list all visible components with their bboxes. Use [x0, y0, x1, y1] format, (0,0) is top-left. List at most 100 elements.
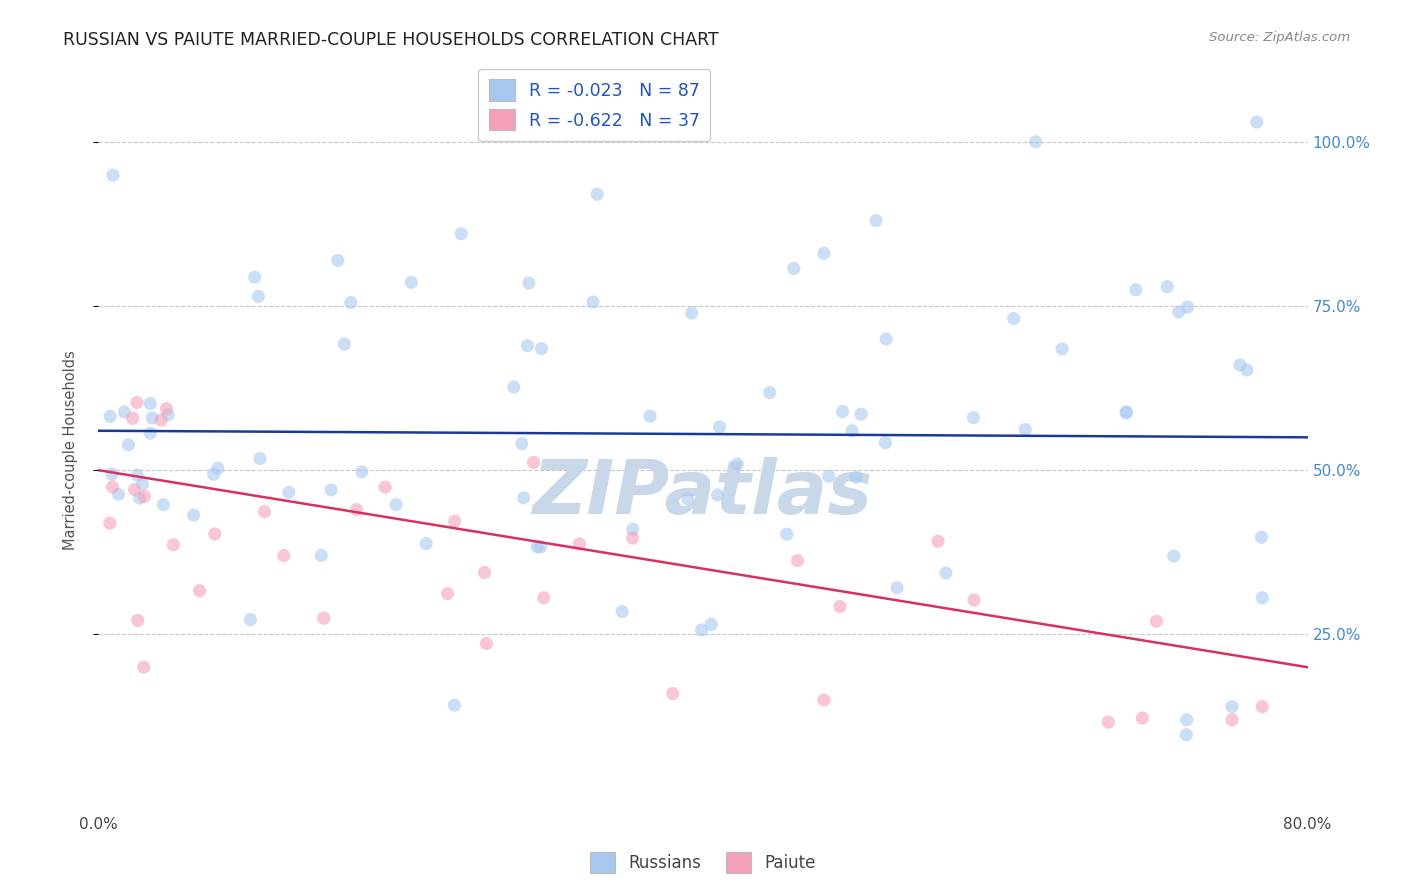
Point — [1250, 530, 1272, 544]
Point — [309, 549, 332, 563]
Point — [157, 408, 180, 422]
Point — [127, 468, 149, 483]
Point — [962, 410, 984, 425]
Point — [401, 276, 423, 290]
Point — [385, 498, 408, 512]
Point — [415, 536, 437, 550]
Point — [128, 491, 150, 505]
Point — [350, 465, 373, 479]
Point — [865, 213, 887, 227]
Point — [676, 491, 699, 506]
Point — [436, 587, 458, 601]
Point — [162, 538, 184, 552]
Point — [101, 480, 124, 494]
Y-axis label: Married-couple Households: Married-couple Households — [63, 351, 77, 550]
Point — [610, 605, 633, 619]
Point — [1146, 614, 1168, 628]
Point — [845, 470, 868, 484]
Point — [107, 487, 129, 501]
Point — [510, 436, 533, 450]
Point — [1156, 279, 1178, 293]
Point — [758, 385, 780, 400]
Point — [516, 339, 538, 353]
Point — [849, 407, 872, 421]
Point — [1220, 713, 1243, 727]
Point — [681, 306, 703, 320]
Point — [1024, 135, 1046, 149]
Point — [725, 457, 748, 471]
Point — [661, 686, 683, 700]
Point — [786, 553, 808, 567]
Point — [935, 566, 957, 580]
Point — [243, 270, 266, 285]
Point — [253, 505, 276, 519]
Point — [132, 660, 155, 674]
Point — [98, 409, 121, 424]
Point — [1167, 305, 1189, 319]
Point — [1175, 713, 1198, 727]
Point — [443, 514, 465, 528]
Point — [621, 522, 644, 536]
Point — [101, 168, 124, 182]
Point — [1014, 423, 1036, 437]
Point — [638, 409, 661, 424]
Point — [530, 540, 553, 554]
Point — [886, 581, 908, 595]
Point — [247, 289, 270, 303]
Point — [1229, 358, 1251, 372]
Point — [139, 396, 162, 410]
Point — [530, 342, 553, 356]
Point — [1246, 115, 1268, 129]
Point — [1175, 728, 1198, 742]
Point — [875, 332, 897, 346]
Point — [828, 599, 851, 614]
Point — [134, 489, 156, 503]
Point — [517, 276, 540, 290]
Point — [1115, 406, 1137, 420]
Point — [586, 187, 609, 202]
Point — [124, 483, 146, 497]
Point — [582, 295, 605, 310]
Point — [526, 540, 548, 554]
Point — [121, 411, 143, 425]
Point — [783, 261, 806, 276]
Point — [818, 469, 841, 483]
Point — [117, 438, 139, 452]
Point — [690, 623, 713, 637]
Text: RUSSIAN VS PAIUTE MARRIED-COUPLE HOUSEHOLDS CORRELATION CHART: RUSSIAN VS PAIUTE MARRIED-COUPLE HOUSEHO… — [63, 31, 718, 49]
Point — [512, 491, 534, 505]
Point — [155, 401, 177, 416]
Point — [927, 534, 949, 549]
Point — [204, 527, 226, 541]
Point — [533, 591, 555, 605]
Point — [1251, 591, 1274, 605]
Point — [321, 483, 343, 497]
Point — [706, 488, 728, 502]
Point — [700, 617, 723, 632]
Point — [207, 461, 229, 475]
Point — [875, 435, 897, 450]
Point — [131, 477, 153, 491]
Point — [841, 424, 863, 438]
Point — [202, 467, 225, 482]
Point — [273, 549, 295, 563]
Point — [450, 227, 472, 241]
Point — [183, 508, 205, 522]
Point — [326, 253, 349, 268]
Point — [1163, 549, 1185, 563]
Point — [831, 404, 853, 418]
Point — [312, 611, 335, 625]
Legend: Russians, Paiute: Russians, Paiute — [583, 846, 823, 880]
Point — [963, 593, 986, 607]
Point — [1002, 311, 1025, 326]
Point — [1115, 405, 1137, 419]
Text: Source: ZipAtlas.com: Source: ZipAtlas.com — [1209, 31, 1350, 45]
Point — [114, 405, 136, 419]
Point — [1236, 363, 1258, 377]
Point — [568, 537, 591, 551]
Point — [127, 614, 149, 628]
Point — [249, 451, 271, 466]
Point — [1132, 711, 1154, 725]
Point — [1097, 715, 1119, 730]
Point — [621, 531, 644, 545]
